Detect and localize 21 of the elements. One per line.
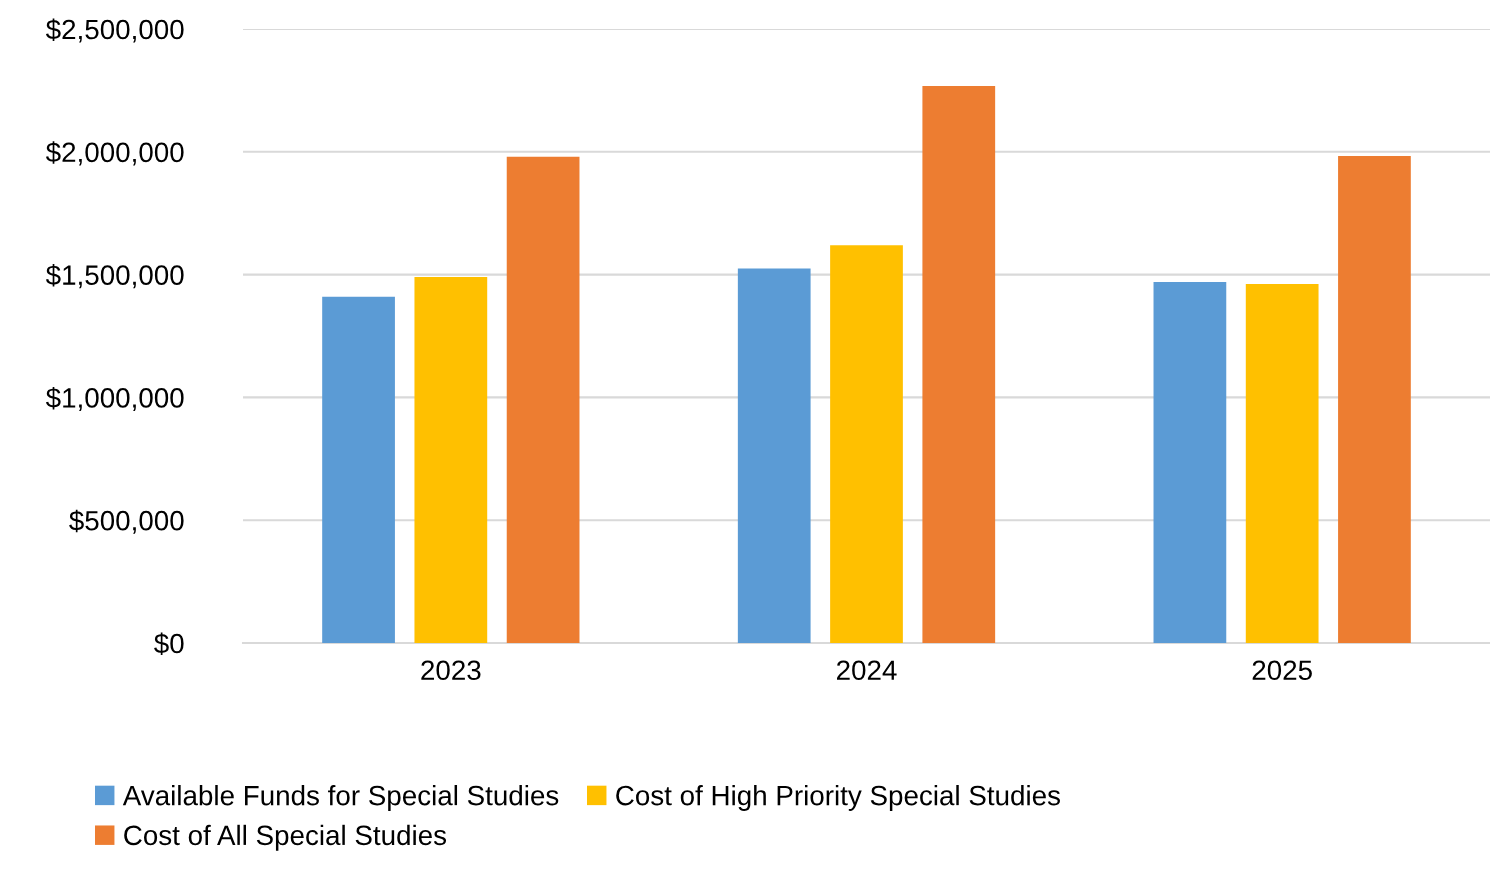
- y-tick-label: $2,000,000: [45, 141, 184, 166]
- y-tick-label: $1,500,000: [45, 264, 184, 289]
- bar: [1153, 281, 1227, 643]
- bar: [830, 245, 903, 643]
- bar: [922, 85, 996, 643]
- bar: [737, 268, 811, 643]
- legend-label: Cost of High Priority Special Studies: [616, 785, 1060, 811]
- y-tick-label: $0: [154, 632, 184, 655]
- x-tick-label: 2024: [837, 660, 897, 681]
- bar: [322, 296, 395, 643]
- x-tick-label: 2025: [1252, 660, 1312, 681]
- bar: [1245, 283, 1319, 643]
- bar: [414, 277, 488, 643]
- x-tick-label: 2023: [421, 660, 481, 681]
- y-tick-label: $500,000: [69, 509, 184, 534]
- bar: [1338, 155, 1411, 643]
- y-tick-label: $1,000,000: [45, 386, 184, 412]
- legend-label: Cost of All Special Studies: [124, 824, 447, 851]
- bar: [506, 156, 580, 643]
- y-tick-label: $2,500,000: [45, 18, 184, 43]
- legend-label: Available Funds for Special Studies: [122, 785, 559, 811]
